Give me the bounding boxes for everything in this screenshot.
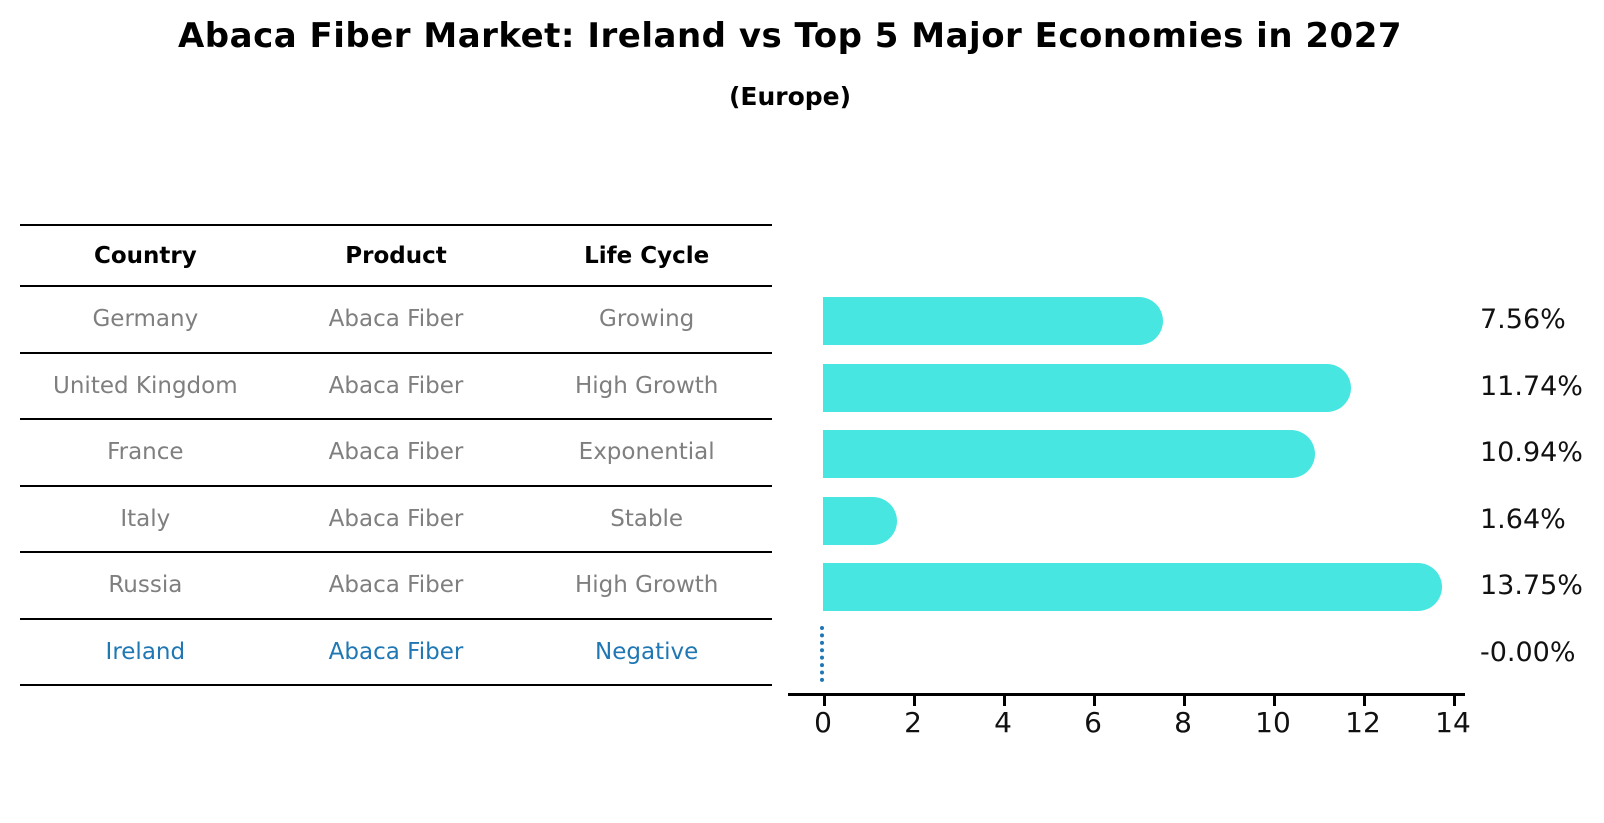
x-axis-tick-label: 10 (1255, 706, 1291, 739)
x-axis-tick-label: 0 (814, 706, 832, 739)
bar (823, 363, 1352, 412)
bar-value-label: 7.56% (1480, 304, 1566, 336)
zero-dotted-line (820, 625, 824, 682)
chart-title: Abaca Fiber Market: Ireland vs Top 5 Maj… (177, 16, 1403, 56)
x-axis-line (788, 693, 1465, 696)
product-cell: Abaca Fiber (328, 638, 464, 665)
bar-value-label: 10.94% (1480, 437, 1583, 469)
country-cell: Russia (108, 572, 183, 599)
lifecycle-cell: Exponential (578, 439, 715, 466)
country-cell: Italy (120, 505, 171, 532)
x-axis-tick (1453, 696, 1456, 706)
product-cell: Abaca Fiber (328, 572, 464, 599)
bar-value-label: 13.75% (1480, 570, 1583, 602)
product-cell: Abaca Fiber (328, 505, 464, 532)
chart-subtitle: (Europe) (728, 82, 852, 111)
bar-value-label: -0.00% (1480, 636, 1576, 668)
table-row: Ireland Abaca Fiber Negative (20, 620, 772, 686)
x-axis-tick (1273, 696, 1276, 706)
table-row: Russia Abaca Fiber High Growth (20, 553, 772, 620)
lifecycle-cell: High Growth (574, 372, 719, 399)
bar (823, 297, 1164, 346)
x-axis-tick (913, 696, 916, 706)
x-axis-tick-label: 4 (994, 706, 1012, 739)
column-header-product: Product (345, 242, 447, 269)
bar (823, 496, 897, 545)
bar-value-label: 1.64% (1480, 503, 1566, 535)
country-cell: United Kingdom (53, 372, 238, 399)
x-axis-tick-label: 8 (1174, 706, 1192, 739)
x-axis-tick-label: 6 (1084, 706, 1102, 739)
x-axis-tick (1093, 696, 1096, 706)
table-row: United Kingdom Abaca Fiber High Growth (20, 354, 772, 420)
table-row: Italy Abaca Fiber Stable (20, 487, 772, 553)
table-body: Germany Abaca Fiber Growing United Kingd… (20, 287, 772, 686)
bar-value-label: 11.74% (1480, 370, 1583, 402)
product-cell: Abaca Fiber (328, 439, 464, 466)
x-axis-tick-label: 14 (1435, 706, 1471, 739)
lifecycle-cell: Stable (610, 505, 684, 532)
product-cell: Abaca Fiber (328, 372, 464, 399)
country-cell: Ireland (105, 638, 186, 665)
lifecycle-cell: Growing (599, 306, 695, 333)
lifecycle-cell: High Growth (574, 572, 719, 599)
lifecycle-cell: Negative (595, 638, 699, 665)
x-axis-tick (823, 696, 826, 706)
x-axis-tick-label: 2 (904, 706, 922, 739)
x-axis-tick (1003, 696, 1006, 706)
product-cell: Abaca Fiber (328, 306, 464, 333)
x-axis-tick (1183, 696, 1186, 706)
x-axis-tick (1363, 696, 1366, 706)
table-row: Germany Abaca Fiber Growing (20, 287, 772, 354)
x-axis-tick-label: 12 (1345, 706, 1381, 739)
country-cell: Germany (92, 306, 199, 333)
bar (823, 563, 1442, 612)
data-table: Country Product Life Cycle Germany Abaca… (20, 224, 772, 686)
column-header-life-cycle: Life Cycle (584, 242, 710, 269)
bar (823, 430, 1316, 479)
country-cell: France (107, 439, 184, 466)
table-row: France Abaca Fiber Exponential (20, 420, 772, 487)
table-header-row: Country Product Life Cycle (20, 226, 772, 287)
column-header-country: Country (93, 242, 197, 269)
